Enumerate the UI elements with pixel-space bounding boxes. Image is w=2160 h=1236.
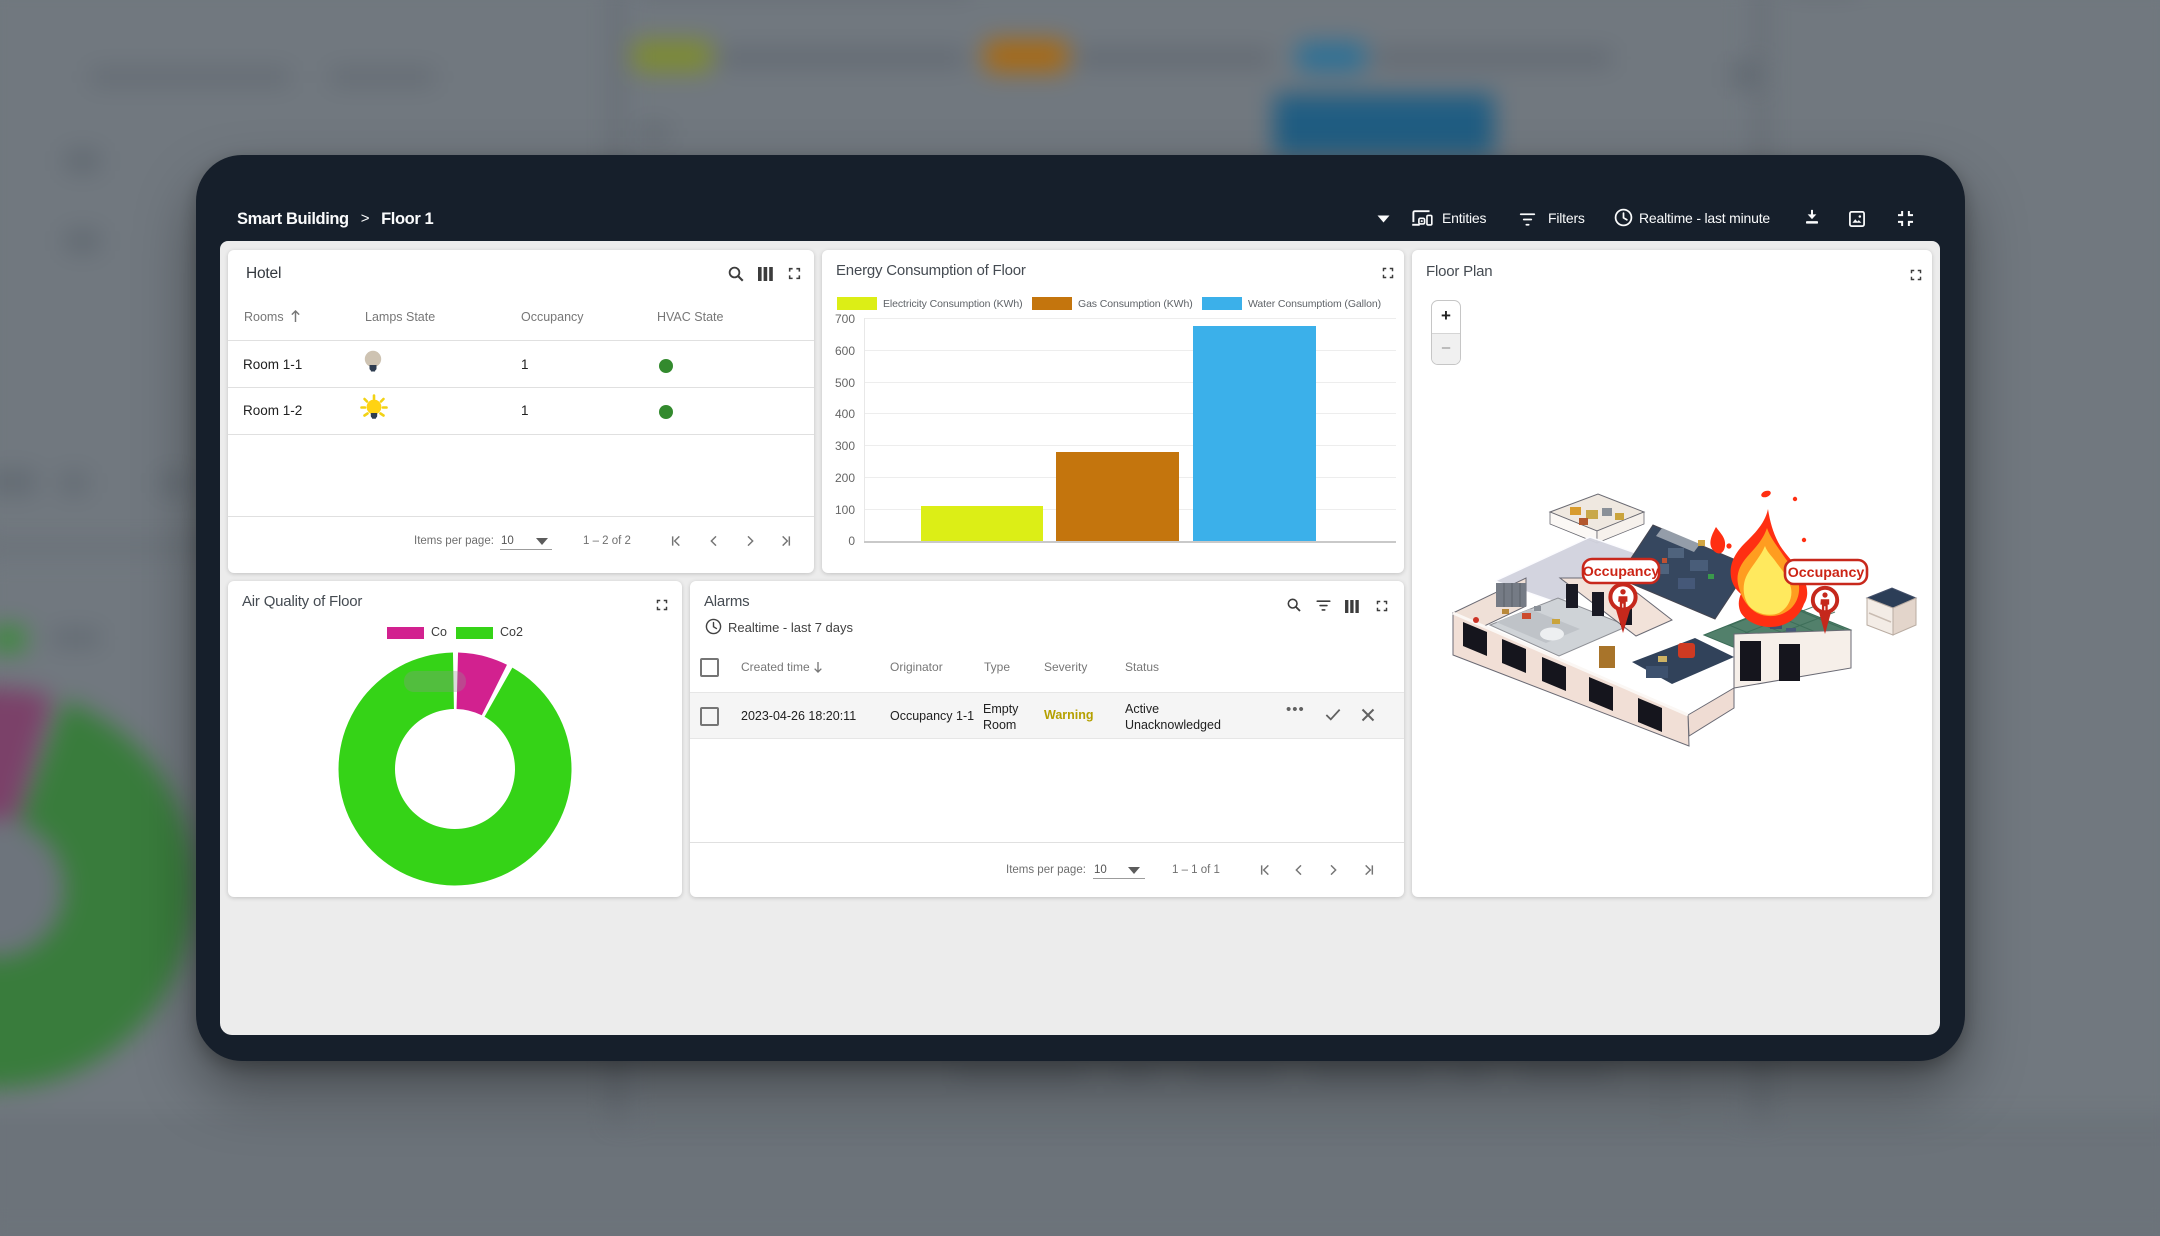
svg-text:Occupancy: Occupancy — [1788, 565, 1865, 581]
svg-text:Occupancy: Occupancy — [1583, 564, 1660, 580]
